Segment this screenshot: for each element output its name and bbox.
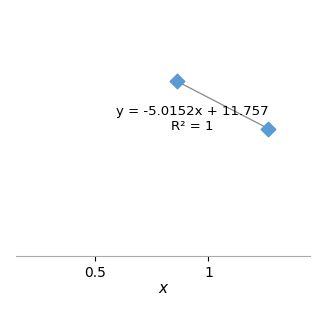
Point bbox=[266, 126, 271, 131]
Text: y = -5.0152x + 11.757
R² = 1: y = -5.0152x + 11.757 R² = 1 bbox=[116, 105, 269, 133]
X-axis label: x: x bbox=[159, 281, 168, 296]
Point bbox=[175, 79, 180, 84]
